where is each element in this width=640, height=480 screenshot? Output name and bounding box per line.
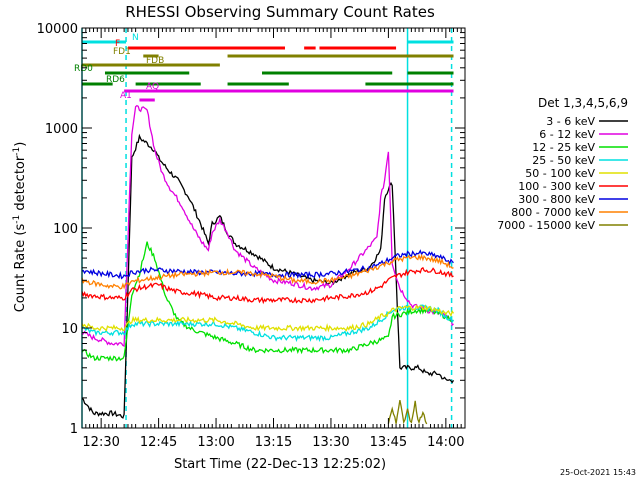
y-axis-label-tail: detector	[13, 155, 28, 215]
series-line-7	[81, 253, 454, 290]
series-line-6	[81, 249, 454, 280]
legend-title: Det 1,3,4,5,6,9	[538, 96, 628, 110]
legend-label-3: 25 - 50 keV	[532, 154, 595, 167]
series-line-3	[81, 304, 455, 343]
state-bar-label-aq: AQ	[146, 82, 159, 92]
state-bar-label-a1: A1	[120, 91, 132, 101]
x-tick-label-0: 12:30	[82, 435, 119, 450]
x-tick-label-5: 13:45	[370, 435, 407, 450]
y-axis-label-sup2: -1	[12, 147, 22, 156]
y-axis-label: Count Rate (s-1 detector-1)	[12, 142, 28, 313]
y-tick-label-3: 1000	[45, 122, 78, 137]
y-axis-label-main: Count Rate (s	[13, 224, 28, 313]
series-line-4	[81, 304, 455, 333]
y-tick-label-2: 100	[53, 222, 78, 237]
state-bar-label-fdb: FDB	[146, 56, 164, 66]
series-line-8	[387, 399, 428, 425]
legend-label-5: 100 - 300 keV	[518, 180, 595, 193]
x-tick-label-4: 13:30	[312, 435, 349, 450]
y-tick-label-4: 10000	[37, 22, 78, 37]
series-line-2	[81, 241, 454, 362]
series-line-0	[81, 133, 455, 419]
state-bar-label-rd0: RD0	[74, 64, 93, 74]
legend-label-6: 300 - 800 keV	[518, 193, 595, 206]
series-line-5	[81, 266, 454, 305]
y-axis-label-close: )	[13, 142, 28, 147]
y-tick-label-0: 1	[70, 422, 78, 437]
state-bar-label-rd6: RD6	[106, 75, 125, 85]
series-line-1	[81, 104, 454, 347]
legend-label-4: 50 - 100 keV	[525, 167, 595, 180]
y-axis-label-sup: -1	[12, 215, 22, 224]
x-tick-label-2: 13:00	[197, 435, 234, 450]
y-tick-label-1: 10	[61, 322, 78, 337]
footer-timestamp: 25-Oct-2021 15:43	[560, 468, 636, 477]
legend-label-7: 800 - 7000 keV	[511, 206, 595, 219]
chart-title: RHESSI Observing Summary Count Rates	[125, 3, 435, 21]
legend-label-2: 12 - 25 keV	[532, 141, 595, 154]
x-tick-label-1: 12:45	[140, 435, 177, 450]
axes: 1 10 100 1000 10000 12:30 12:45 13:00 13:15 13:30…	[37, 22, 466, 450]
x-tick-label-3: 13:15	[255, 435, 292, 450]
legend-label-1: 6 - 12 keV	[539, 128, 595, 141]
state-bar-label-n: N	[132, 33, 139, 43]
x-tick-label-6: 14:00	[427, 435, 464, 450]
x-axis-label: Start Time (22-Dec-13 12:25:02)	[174, 457, 386, 472]
state-bar-label-f: F	[115, 39, 120, 49]
state-bar-label-fd1: FD1	[113, 47, 131, 57]
legend-label-0: 3 - 6 keV	[546, 115, 595, 128]
legend-label-8: 7000 - 15000 keV	[497, 219, 595, 232]
